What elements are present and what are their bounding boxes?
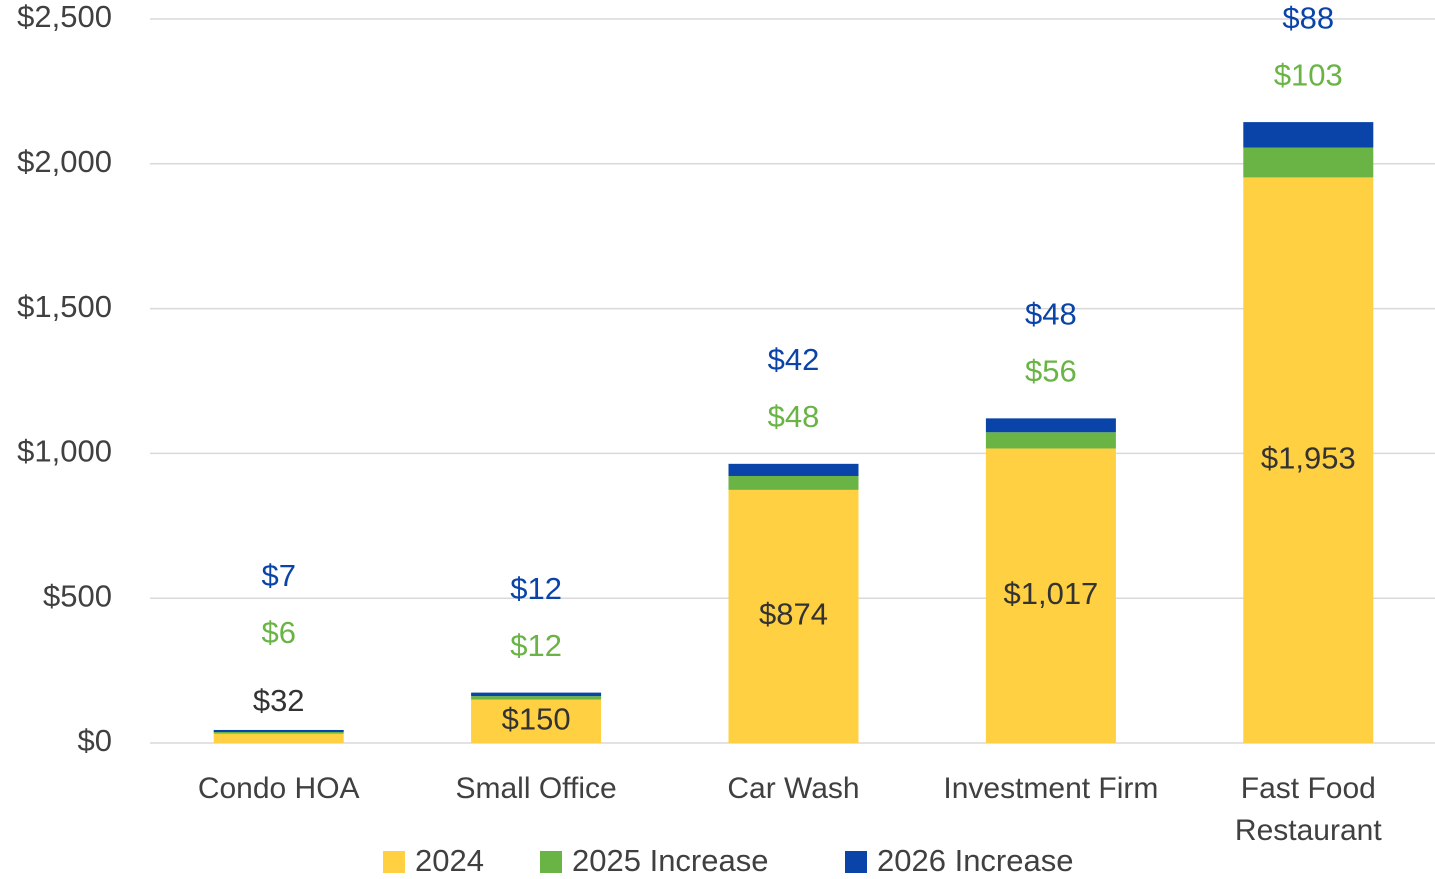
- legend-swatch: [383, 851, 405, 873]
- data-label: $1,953: [1261, 440, 1356, 475]
- x-tick-label: Car Wash: [727, 772, 860, 805]
- x-tick-label: Investment Firm: [943, 772, 1159, 805]
- legend-label: 2025 Increase: [572, 843, 768, 878]
- data-label: $42: [768, 342, 820, 377]
- y-tick-label: $2,000: [17, 144, 112, 179]
- bar-segment: [1243, 122, 1374, 148]
- bar-segment: [728, 463, 859, 476]
- data-label: $150: [502, 701, 571, 736]
- bar-segment: [213, 731, 344, 734]
- bar-segment: [728, 489, 859, 743]
- x-tick-label: Condo HOA: [197, 772, 360, 805]
- data-label: $7: [261, 558, 295, 593]
- y-tick-label: $0: [78, 723, 112, 758]
- data-label: $32: [253, 683, 305, 718]
- data-label: $48: [1025, 297, 1077, 332]
- bar-segment: [471, 699, 602, 743]
- bar-segment: [985, 432, 1116, 449]
- x-tick-label: Fast Food Restaurant: [1234, 772, 1382, 847]
- bar-segment: [985, 448, 1116, 743]
- data-label: $12: [510, 628, 562, 663]
- y-tick-label: $2,500: [17, 0, 112, 34]
- legend-swatch: [845, 851, 867, 873]
- bar-segment: [728, 475, 859, 490]
- data-label: $6: [261, 615, 295, 650]
- x-tick-label: Small Office: [455, 772, 617, 805]
- data-label: $56: [1025, 354, 1077, 389]
- bar-segment: [213, 733, 344, 743]
- data-label: $88: [1282, 0, 1334, 35]
- legend-label: 2026 Increase: [877, 843, 1073, 878]
- y-tick-label: $1,500: [17, 289, 112, 324]
- data-label: $1,017: [1003, 576, 1098, 611]
- data-label: $874: [759, 597, 828, 632]
- bar-segment: [1243, 147, 1374, 178]
- data-label: $48: [768, 399, 820, 434]
- y-tick-label: $500: [43, 578, 112, 613]
- legend-label: 2024: [415, 843, 484, 878]
- bar-segment: [213, 729, 344, 732]
- legend-swatch: [540, 851, 562, 873]
- bar-segment: [985, 418, 1116, 433]
- bar-segment: [1243, 177, 1374, 743]
- y-tick-label: $1,000: [17, 434, 112, 469]
- data-label: $103: [1274, 57, 1343, 92]
- bar-segment: [471, 696, 602, 700]
- data-label: $12: [510, 571, 562, 606]
- bar-segment: [471, 692, 602, 697]
